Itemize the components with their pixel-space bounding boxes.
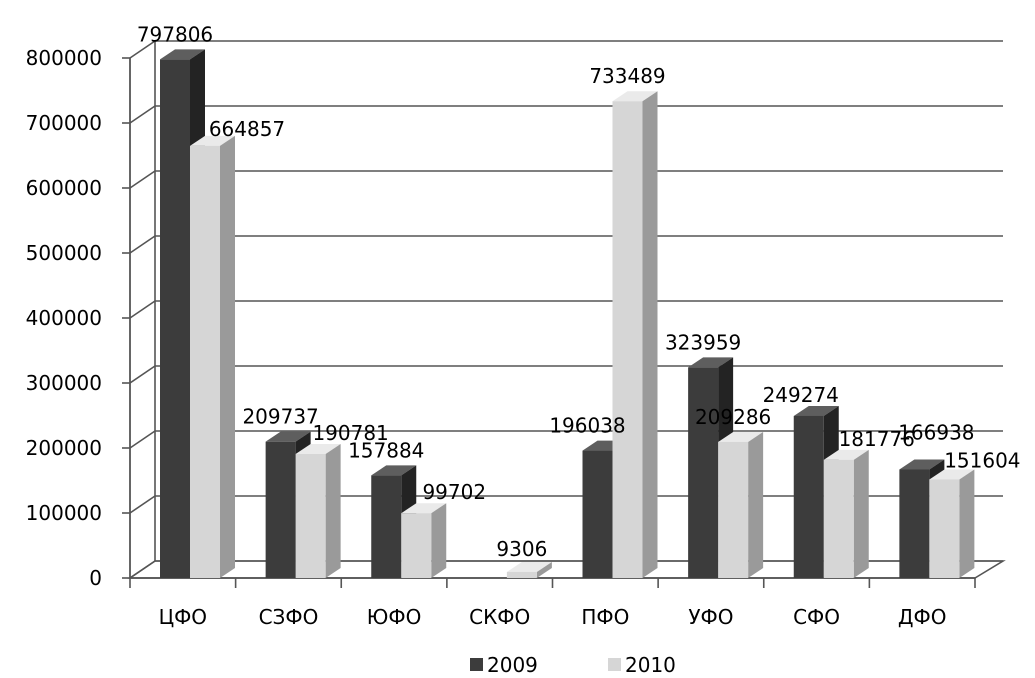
bar-side (220, 135, 235, 578)
bar (295, 443, 341, 578)
grid-diagonal (129, 495, 156, 514)
legend-label: 2009 (487, 653, 538, 677)
grid-lines (127, 40, 1006, 579)
grid-diagonal (129, 170, 156, 189)
bar-side (431, 503, 447, 578)
bar (506, 561, 552, 578)
bar-front (265, 441, 296, 578)
data-label: 733489 (589, 64, 665, 88)
bar-front (929, 479, 960, 578)
data-label: 151604 (944, 448, 1020, 472)
y-tick-label: 300000 (26, 371, 102, 395)
y-tick-label: 800000 (26, 46, 102, 70)
data-label: 181776 (839, 427, 915, 451)
bar-front (160, 59, 190, 579)
data-label: 797806 (137, 22, 213, 46)
bar (190, 135, 235, 578)
grid-diagonal (129, 235, 156, 254)
bar-front (688, 367, 719, 578)
data-label: 190781 (312, 421, 388, 445)
y-tick-label: 400000 (26, 306, 102, 330)
data-label: 9306 (496, 537, 547, 561)
axes: 0 100000 200000 300000 400000 500000 600000 700… (26, 46, 976, 629)
bar-side (748, 431, 764, 578)
data-label: 166938 (898, 420, 974, 444)
legend-label: 2010 (625, 653, 676, 677)
y-tick-label: 700000 (26, 111, 102, 135)
bar-front (718, 441, 749, 578)
grid-diagonal (129, 105, 156, 124)
grid-diagonal (129, 365, 156, 384)
bar (718, 431, 764, 578)
bar (823, 449, 869, 578)
data-label: 99702 (422, 480, 486, 504)
x-tick-label: ПФО (581, 605, 629, 629)
x-tick-label: ДФО (898, 605, 947, 629)
y-tick-label: 0 (89, 566, 102, 590)
bar-front (582, 450, 613, 578)
data-label: 209286 (695, 405, 771, 429)
bar-front (190, 145, 220, 578)
grid-diagonal (129, 430, 156, 449)
bar (929, 469, 975, 578)
bar-side (959, 469, 975, 578)
y-tick-label: 200000 (26, 436, 102, 460)
y-tick-label: 500000 (26, 241, 102, 265)
bar-front (295, 453, 326, 578)
x-tick-label: СФО (793, 605, 840, 629)
bar-front (506, 571, 537, 578)
bar-front (371, 475, 402, 578)
bar-side (325, 443, 341, 578)
bar-front (823, 459, 854, 578)
bar (401, 503, 447, 578)
chart-floor (127, 560, 1006, 579)
bar-front (899, 469, 930, 578)
bars (160, 49, 975, 579)
grid-diagonal (129, 40, 156, 59)
y-tick-label: 600000 (26, 176, 102, 200)
bar-front (401, 513, 432, 578)
data-label: 157884 (348, 438, 424, 462)
x-tick-label: СЗФО (259, 605, 319, 629)
legend-item: 2010 (608, 653, 676, 677)
data-label: 249274 (763, 383, 839, 407)
y-tick-label: 100000 (26, 501, 102, 525)
bar-side (642, 91, 658, 578)
legend-swatch (608, 658, 621, 671)
legend: 2009 2010 (470, 653, 676, 677)
data-label: 664857 (209, 117, 285, 141)
grid-diagonal (129, 300, 156, 319)
legend-swatch (470, 658, 483, 671)
bar-side (536, 561, 552, 578)
x-tick-label: ЦФО (159, 605, 208, 629)
x-tick-label: ЮФО (367, 605, 422, 629)
x-tick-label: УФО (688, 605, 733, 629)
data-label: 323959 (665, 330, 741, 354)
bar-top (401, 503, 447, 514)
bar-front (793, 415, 824, 578)
x-tick-label: СКФО (469, 605, 530, 629)
bar (612, 91, 658, 578)
bar-front (612, 101, 643, 578)
data-label: 196038 (549, 414, 625, 438)
bar-side (853, 449, 869, 578)
bar (371, 465, 417, 578)
data-label: 209737 (242, 405, 318, 429)
legend-item: 2009 (470, 653, 538, 677)
